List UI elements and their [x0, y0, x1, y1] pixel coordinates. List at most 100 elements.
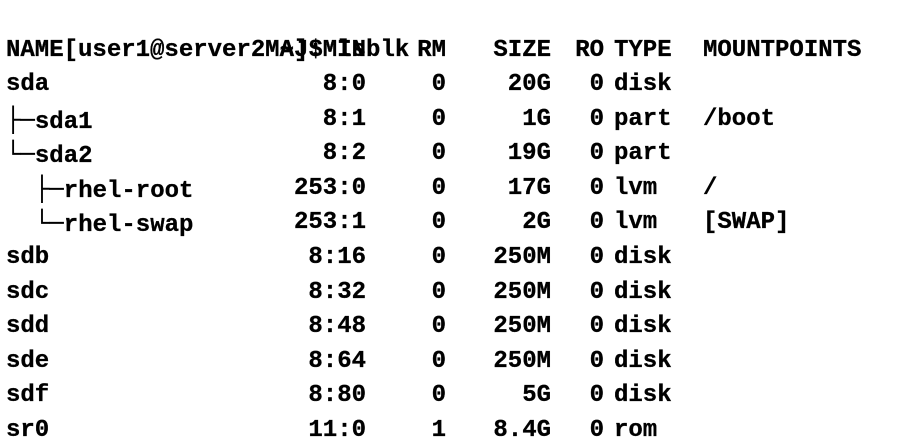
- device-size: 1G: [522, 105, 551, 133]
- device-name-text: rhel-swap: [63, 212, 194, 240]
- table-row: sdc 8:32 0 250M 0 disk: [6, 276, 896, 310]
- device-name: └─sda2: [6, 137, 93, 174]
- command-prompt-line: [user1@server2 ~]$ lsblk: [6, 0, 409, 64]
- device-size: 250M: [493, 278, 551, 306]
- device-name: sdb: [6, 241, 50, 275]
- device-ro: 0: [589, 278, 604, 306]
- device-ro: 0: [589, 347, 604, 375]
- device-ro: 0: [589, 105, 604, 133]
- device-rm: 0: [431, 382, 446, 410]
- device-mountpoint: [SWAP]: [703, 209, 790, 237]
- table-row: ├─sda1 8:1 0 1G 0 part/boot: [6, 103, 896, 137]
- device-name-text: rhel-root: [63, 177, 194, 205]
- device-majmin: 8:1: [322, 105, 367, 133]
- device-rm: 0: [431, 105, 446, 133]
- device-rm: 0: [431, 140, 446, 168]
- header-name: NAME: [6, 37, 64, 64]
- device-name: sde: [6, 345, 50, 379]
- device-type: disk: [614, 71, 672, 98]
- device-majmin: 11:0: [308, 417, 366, 444]
- device-name-text: sdd: [6, 313, 50, 341]
- device-size: 19G: [507, 140, 552, 168]
- device-size: 250M: [493, 244, 551, 271]
- command-prompt: [user1@server2 ~]$ lsblk: [63, 37, 410, 64]
- device-name: sr0: [6, 414, 50, 448]
- tree-branch-glyph: ├─: [6, 105, 35, 134]
- device-majmin: 253:1: [293, 209, 366, 237]
- table-row: sda 8:0 0 20G 0 disk: [6, 68, 896, 102]
- device-type: disk: [614, 347, 672, 375]
- device-size: 2G: [522, 209, 551, 237]
- device-type: disk: [614, 244, 672, 271]
- device-majmin: 8:48: [308, 313, 366, 341]
- device-rm: 0: [431, 71, 446, 98]
- device-name-text: sda2: [34, 143, 93, 171]
- table-row: sde 8:64 0 250M 0 disk: [6, 345, 896, 379]
- device-majmin: 8:16: [308, 244, 366, 271]
- device-name: ├─rhel-root: [6, 172, 194, 209]
- device-name-text: sde: [6, 347, 50, 375]
- device-ro: 0: [589, 417, 604, 444]
- table-row: sdb 8:16 0 250M 0 disk: [6, 241, 896, 275]
- tree-branch-glyph: └─: [6, 140, 35, 169]
- device-majmin: 8:80: [308, 382, 366, 410]
- device-name: sda: [6, 68, 50, 102]
- header-mountpoints: MOUNTPOINTS: [703, 37, 862, 64]
- device-rm: 0: [431, 347, 446, 375]
- table-row: sr0 11:0 1 8.4G 0 rom: [6, 414, 896, 448]
- table-row: └─rhel-swap 253:1 0 2G 0 lvm [SWAP]: [6, 206, 896, 240]
- device-size: 5G: [522, 382, 551, 410]
- device-name-text: sr0: [6, 417, 50, 444]
- device-type: disk: [614, 313, 672, 341]
- device-ro: 0: [589, 71, 604, 98]
- device-ro: 0: [589, 140, 604, 168]
- header-ro: RO: [575, 37, 604, 64]
- device-name: ├─sda1: [6, 103, 93, 140]
- device-majmin: 8:0: [322, 71, 367, 98]
- device-rm: 0: [431, 278, 446, 306]
- device-ro: 0: [589, 174, 604, 202]
- device-majmin: 8:2: [322, 140, 367, 168]
- device-rm: 0: [431, 244, 446, 271]
- device-name-text: sda1: [34, 108, 93, 136]
- device-ro: 0: [589, 313, 604, 341]
- device-name: sdd: [6, 310, 50, 344]
- device-mountpoint: /boot: [703, 105, 776, 133]
- device-majmin: 8:32: [308, 278, 366, 306]
- device-type: part: [614, 105, 672, 133]
- device-rm: 0: [431, 174, 446, 202]
- device-size: 250M: [493, 347, 551, 375]
- device-size: 17G: [507, 174, 552, 202]
- header-majmin: MAJ:MIN: [265, 37, 366, 64]
- device-name: sdc: [6, 276, 50, 310]
- tree-branch-glyph: ├─: [6, 174, 64, 203]
- device-mountpoint: /: [703, 174, 718, 202]
- header-rm: RM: [417, 37, 446, 64]
- table-row: └─sda2 8:2 0 19G 0 part: [6, 137, 896, 171]
- device-rm: 1: [431, 417, 446, 444]
- device-type: rom: [614, 417, 658, 444]
- device-ro: 0: [589, 209, 604, 237]
- header-type: TYPE: [614, 37, 672, 64]
- device-name: sdf: [6, 379, 50, 413]
- table-row: ├─rhel-root 253:0 0 17G 0 lvm /: [6, 172, 896, 206]
- device-ro: 0: [589, 382, 604, 410]
- device-name-text: sdc: [6, 278, 50, 306]
- table-header-row: NAME MAJ:MIN RM SIZE RO TYPE MOUNTPOINTS: [6, 34, 896, 68]
- device-size: 250M: [493, 313, 551, 341]
- table-row: sdd 8:48 0 250M 0 disk: [6, 310, 896, 344]
- device-name-text: sdb: [6, 244, 50, 271]
- device-ro: 0: [589, 244, 604, 271]
- device-size: 20G: [507, 71, 552, 98]
- device-name-text: sda: [6, 71, 50, 98]
- device-name-text: sdf: [6, 382, 50, 410]
- device-type: lvm: [614, 174, 658, 202]
- device-type: part: [614, 140, 672, 168]
- device-size: 8.4G: [493, 417, 551, 444]
- table-row: sdf 8:80 0 5G 0 disk: [6, 379, 896, 413]
- device-type: disk: [614, 382, 672, 410]
- device-name: └─rhel-swap: [6, 206, 194, 243]
- device-rm: 0: [431, 313, 446, 341]
- tree-branch-glyph: └─: [6, 209, 64, 238]
